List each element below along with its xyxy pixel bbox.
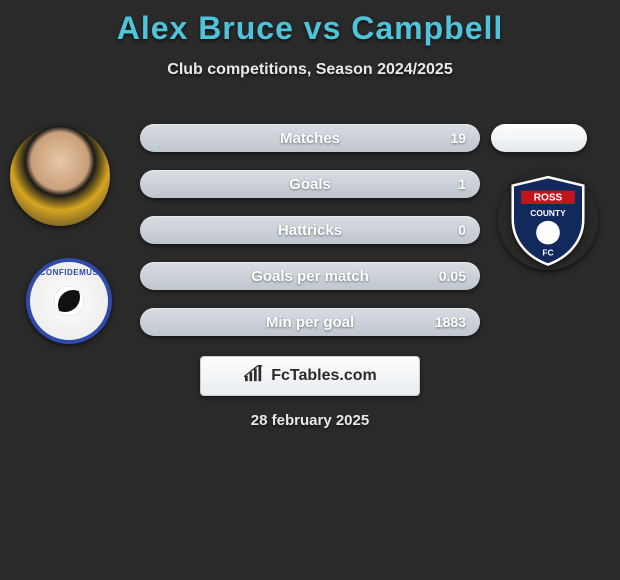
shield-text: ROSS xyxy=(534,193,563,204)
stat-right-value: 0.05 xyxy=(426,268,466,284)
stat-row: Matches 19 xyxy=(140,124,480,152)
stats-container: Matches 19 Goals 1 Hattricks 0 Goals per… xyxy=(140,124,480,354)
shield-text-2: COUNTY xyxy=(530,208,566,218)
stat-row: Goals per match 0.05 xyxy=(140,262,480,290)
subtitle: Club competitions, Season 2024/2025 xyxy=(0,61,620,79)
shield-icon: ROSS COUNTY FC xyxy=(506,173,590,267)
bar-chart-icon xyxy=(243,365,265,388)
stat-right-value: 19 xyxy=(426,130,466,146)
branding-box[interactable]: FcTables.com xyxy=(200,356,420,396)
club-left-motto: CONFIDEMUS xyxy=(40,268,99,277)
stat-row: Min per goal 1883 xyxy=(140,308,480,336)
shield-sub: FC xyxy=(542,247,553,257)
branding-text: FcTables.com xyxy=(271,367,377,385)
stat-row: Goals 1 xyxy=(140,170,480,198)
player-left-avatar xyxy=(10,126,110,226)
club-badge-right: ROSS COUNTY FC xyxy=(498,170,598,270)
club-badge-left: CONFIDEMUS xyxy=(26,258,112,344)
stat-right-value: 0 xyxy=(426,222,466,238)
player-right-avatar xyxy=(491,124,587,152)
stat-right-value: 1883 xyxy=(426,314,466,330)
stat-right-value: 1 xyxy=(426,176,466,192)
page-title: Alex Bruce vs Campbell xyxy=(0,0,620,47)
stat-row: Hattricks 0 xyxy=(140,216,480,244)
footer-date: 28 february 2025 xyxy=(0,412,620,429)
